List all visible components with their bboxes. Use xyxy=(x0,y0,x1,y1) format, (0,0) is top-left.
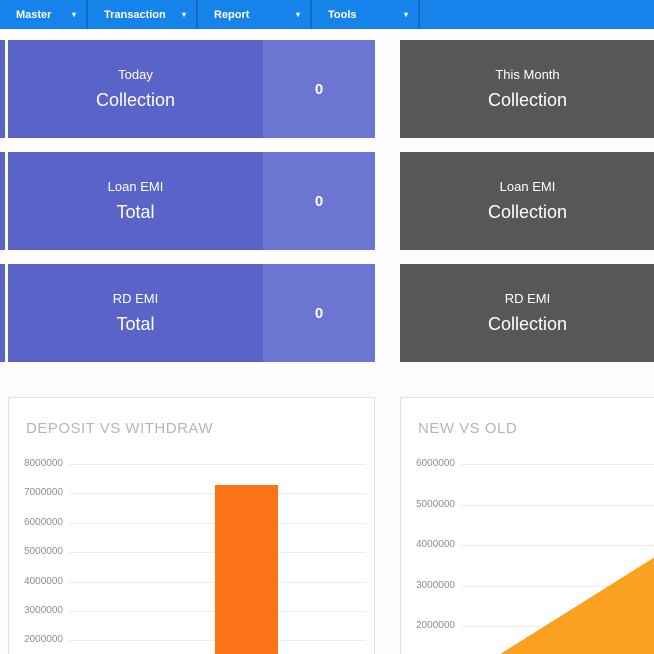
card-subtitle: Loan EMI xyxy=(499,179,556,194)
y-tick-label: 2000000 xyxy=(416,620,455,631)
area-series xyxy=(500,557,654,654)
y-tick-label: 3000000 xyxy=(24,605,63,616)
card-subtitle: Today xyxy=(118,67,153,82)
card-title: Collection xyxy=(487,90,568,110)
chevron-down-icon: ▾ xyxy=(403,10,408,19)
card-today-collection: Today Collection 0 xyxy=(8,40,375,138)
y-tick-label: 3000000 xyxy=(416,579,455,591)
y-tick-label: 5000000 xyxy=(416,498,455,510)
y-tick-label: 5000000 xyxy=(24,546,63,558)
card-text: RD EMI Collection xyxy=(400,264,654,362)
gridline xyxy=(461,585,654,587)
cropped-card-fragment xyxy=(0,264,5,362)
card-text: Today Collection xyxy=(8,40,263,138)
nav-item-tools[interactable]: Tools ▾ xyxy=(312,0,420,29)
plot-area xyxy=(69,462,366,654)
card-text: RD EMI Total xyxy=(8,264,263,362)
card-this-month-collection: This Month Collection xyxy=(400,40,654,138)
card-text: Loan EMI Total xyxy=(8,152,263,250)
y-tick-label: 8000000 xyxy=(24,458,63,469)
gridline xyxy=(461,464,654,465)
nav-item-label: Transaction xyxy=(104,8,166,21)
nav-item-report[interactable]: Report ▾ xyxy=(198,0,312,29)
card-text: This Month Collection xyxy=(400,40,654,138)
card-title: Collection xyxy=(487,202,568,222)
card-value: 0 xyxy=(263,40,375,138)
card-loan-emi-total: Loan EMI Total 0 xyxy=(8,152,375,250)
card-subtitle: RD EMI xyxy=(112,291,159,306)
card-value: 0 xyxy=(263,264,375,362)
y-axis: 6000000 5000000 4000000 3000000 2000000 xyxy=(413,458,455,654)
y-tick-label: 4000000 xyxy=(416,539,455,550)
y-tick-label: 2000000 xyxy=(24,634,63,646)
y-tick-label: 4000000 xyxy=(24,575,63,587)
chevron-down-icon: ▾ xyxy=(295,10,300,19)
chart-panel-deposit-vs-withdraw: DEPOSIT VS WITHDRAW 8000000 7000000 600000… xyxy=(8,397,375,654)
chart-title: DEPOSIT VS WITHDRAW xyxy=(26,420,214,437)
nav-item-master[interactable]: Master ▾ xyxy=(0,0,88,29)
card-title: Total xyxy=(116,314,155,334)
card-loan-emi-collection: Loan EMI Collection xyxy=(400,152,654,250)
card-title: Collection xyxy=(487,314,568,334)
nav-item-transaction[interactable]: Transaction ▾ xyxy=(88,0,198,29)
bar-series xyxy=(215,484,278,654)
gridline xyxy=(461,504,654,506)
card-title: Collection xyxy=(95,90,176,110)
chevron-down-icon: ▾ xyxy=(71,10,76,19)
cropped-card-fragment xyxy=(0,152,5,250)
chevron-down-icon: ▾ xyxy=(181,10,186,19)
y-tick-label: 6000000 xyxy=(416,458,455,469)
cropped-card-fragment xyxy=(0,40,5,138)
top-navbar: Master ▾ Transaction ▾ Report ▾ Tools ▾ xyxy=(0,0,654,29)
card-subtitle: Loan EMI xyxy=(107,179,164,194)
gridline xyxy=(461,545,654,546)
card-text: Loan EMI Collection xyxy=(400,152,654,250)
card-title: Total xyxy=(116,202,155,222)
card-rd-emi-total: RD EMI Total 0 xyxy=(8,264,375,362)
y-tick-label: 7000000 xyxy=(24,487,63,499)
nav-item-label: Master xyxy=(16,8,52,21)
card-subtitle: This Month xyxy=(495,67,560,82)
chart-panel-new-vs-old: NEW VS OLD 6000000 5000000 4000000 3000000 2… xyxy=(400,397,654,654)
nav-item-label: Report xyxy=(214,8,250,21)
chart-title: NEW VS OLD xyxy=(418,420,518,437)
gridline xyxy=(69,464,366,465)
card-rd-emi-collection: RD EMI Collection xyxy=(400,264,654,362)
nav-item-label: Tools xyxy=(328,8,357,21)
y-tick-label: 6000000 xyxy=(24,516,63,528)
y-axis: 8000000 7000000 6000000 5000000 4000000 30000… xyxy=(21,458,63,654)
card-subtitle: RD EMI xyxy=(504,291,551,306)
card-value: 0 xyxy=(263,152,375,250)
plot-area xyxy=(461,462,654,654)
